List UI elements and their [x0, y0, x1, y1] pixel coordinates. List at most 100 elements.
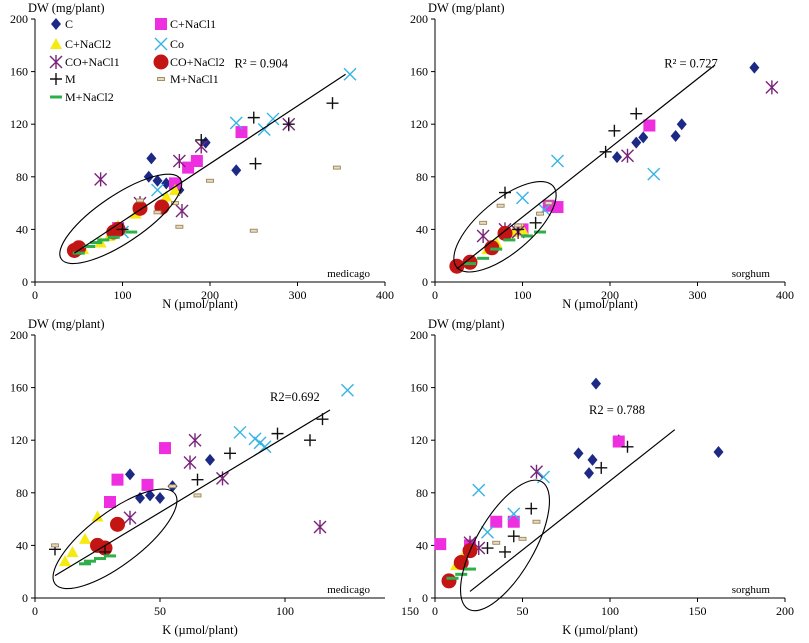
data-point — [104, 496, 116, 509]
data-point — [434, 538, 447, 551]
data-point — [612, 151, 622, 164]
data-point — [175, 224, 184, 229]
data-point — [587, 453, 598, 466]
data-point — [216, 471, 229, 486]
data-point — [111, 473, 124, 486]
y-tick-label: 40 — [16, 222, 28, 236]
data-point — [608, 124, 621, 137]
data-point — [91, 510, 104, 522]
data-point — [612, 435, 625, 448]
trendline — [456, 64, 716, 270]
x-tick-label: 0 — [432, 604, 438, 618]
y-tick-label: 40 — [416, 538, 428, 552]
data-point — [326, 97, 339, 110]
data-point — [341, 383, 354, 397]
x-tick-label: 100 — [601, 604, 619, 618]
site-label: sorghum — [732, 584, 771, 596]
y-tick-label: 80 — [16, 170, 28, 184]
legend-label: Co — [170, 37, 184, 51]
x-tick-label: 100 — [276, 604, 294, 618]
data-point — [584, 467, 594, 480]
data-point — [670, 130, 681, 143]
data-point — [499, 545, 511, 558]
data-point — [490, 247, 503, 251]
highlight-ellipse — [453, 180, 557, 273]
y-tick-label: 160 — [410, 381, 428, 395]
data-point — [266, 112, 280, 126]
data-point — [499, 186, 511, 199]
data-point — [490, 515, 503, 528]
y-tick-label: 120 — [10, 117, 28, 131]
r-squared-label: R2 = 0.788 — [589, 403, 645, 417]
data-point — [84, 559, 96, 563]
x-axis-title: K (µmol/plant) — [562, 623, 638, 637]
legend-label: M+NaCl1 — [170, 72, 219, 86]
data-point — [271, 427, 284, 440]
data-point — [621, 148, 634, 163]
data-point — [497, 225, 513, 241]
data-point — [631, 136, 642, 149]
data-point — [233, 425, 247, 439]
data-point — [536, 211, 544, 216]
y-axis-title: DW (mg/plant) — [28, 1, 105, 15]
data-point — [159, 442, 171, 455]
data-point — [97, 238, 110, 242]
data-point — [621, 440, 634, 453]
legend-label: C+NaCl2 — [65, 37, 111, 51]
x-tick-label: 50 — [517, 604, 529, 618]
data-point — [591, 377, 601, 390]
data-point — [544, 201, 553, 206]
legend-item: C+NaCl2 — [50, 37, 111, 51]
data-point — [231, 164, 242, 177]
y-tick-label: 200 — [410, 328, 428, 342]
data-point — [520, 234, 533, 238]
data-point — [765, 80, 779, 95]
y-tick-label: 200 — [10, 328, 28, 342]
data-point — [551, 154, 564, 168]
x-tick-label: 300 — [689, 288, 707, 302]
legend-item: Co — [154, 37, 184, 51]
data-point — [479, 220, 488, 225]
data-point — [190, 155, 203, 168]
x-tick-label: 400 — [376, 288, 394, 302]
data-point — [516, 191, 529, 205]
x-axis-title: N (µmol/plant) — [562, 297, 638, 311]
legend-item: M+NaCl1 — [157, 72, 219, 86]
site-label: medicago — [327, 268, 370, 280]
data-point — [90, 241, 103, 245]
data-point — [446, 576, 459, 580]
chart-panel-2: 0 40 80 120 160 200 0 100 200 300 400 DW (mg/plant)… — [410, 1, 794, 311]
y-tick-label: 120 — [10, 433, 28, 447]
data-point — [151, 183, 164, 197]
y-tick-label: 40 — [16, 538, 28, 552]
data-point — [514, 223, 523, 228]
x-axis-title: N (µmol/plant) — [162, 297, 238, 311]
x-tick-label: 0 — [432, 288, 438, 302]
data-point — [71, 240, 87, 256]
data-point — [191, 473, 204, 486]
y-tick-label: 120 — [410, 117, 428, 131]
data-point — [123, 510, 137, 525]
data-point — [595, 461, 608, 474]
data-point — [206, 178, 214, 183]
data-point — [104, 554, 116, 558]
r-squared-label: R² = 0.727 — [664, 57, 718, 71]
data-point — [247, 111, 260, 124]
x-tick-label: 150 — [689, 604, 707, 618]
data-point — [472, 483, 486, 497]
data-point — [94, 172, 108, 187]
data-point — [441, 573, 457, 589]
data-point — [532, 519, 541, 524]
legend-marker-icon — [51, 18, 61, 30]
legend-label: M+NaCl2 — [65, 90, 114, 104]
data-point — [168, 484, 177, 489]
data-point — [169, 183, 181, 195]
chart-panel-1: 0 40 80 120 160 200 0 100 200 300 400 DW (mg/plant)… — [10, 1, 394, 311]
legend-marker-icon — [50, 38, 62, 49]
data-point — [282, 118, 295, 131]
data-point — [79, 562, 91, 566]
data-point — [224, 447, 236, 460]
data-point — [83, 244, 96, 248]
data-point — [453, 554, 469, 570]
data-point — [79, 532, 91, 544]
